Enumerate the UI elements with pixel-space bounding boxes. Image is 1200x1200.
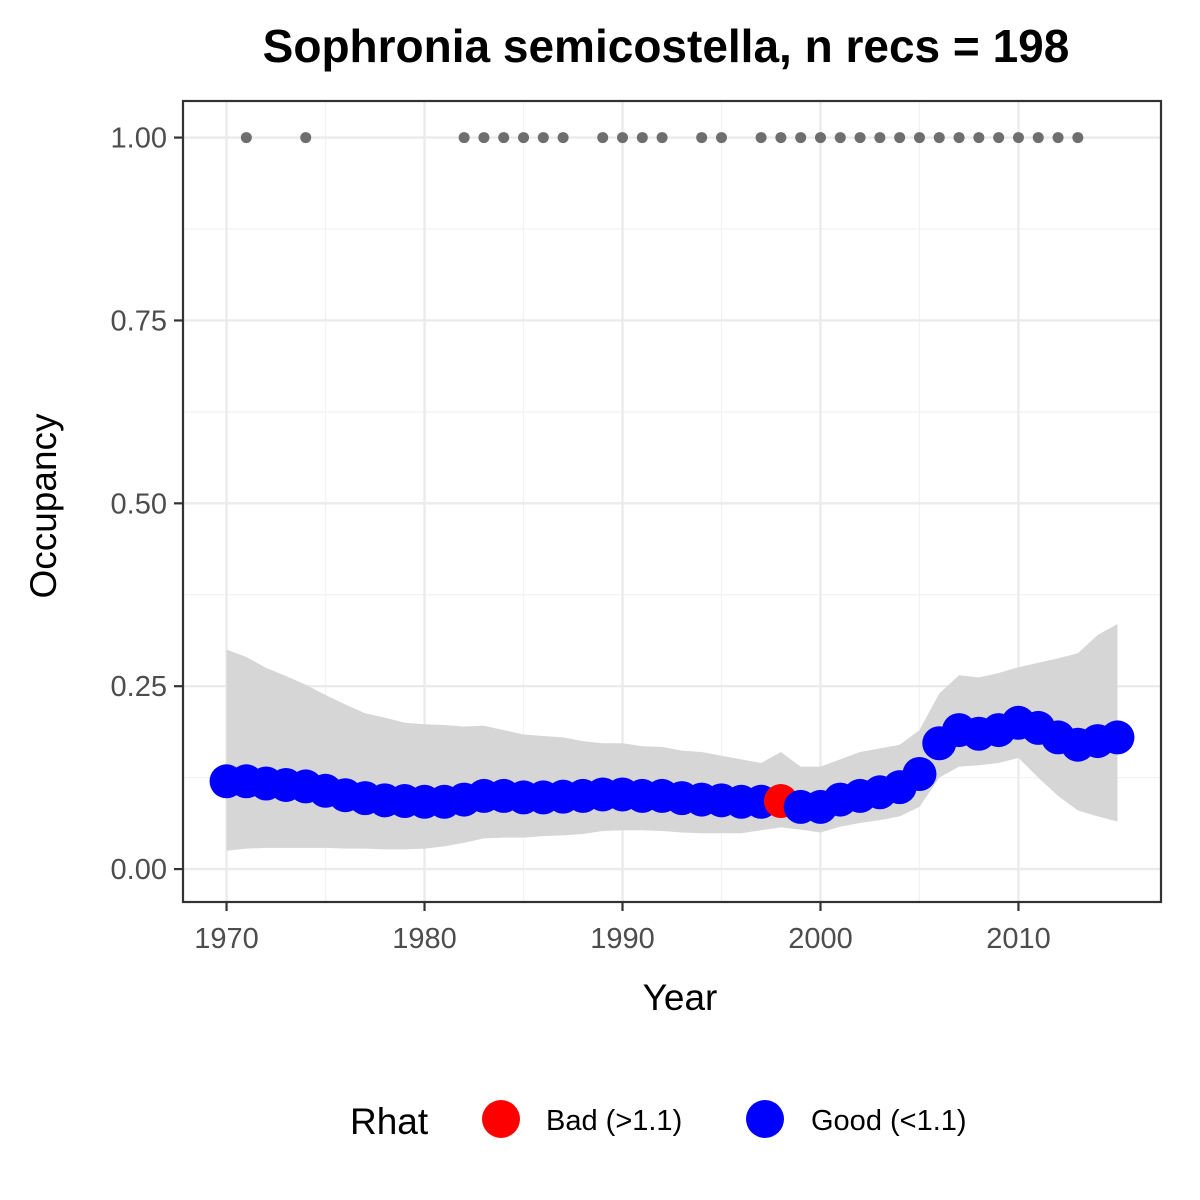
record-point	[894, 132, 906, 144]
legend-key-good	[746, 1100, 784, 1138]
record-point	[1072, 132, 1084, 144]
record-point	[478, 132, 490, 144]
y-axis-title: Occupancy	[23, 413, 64, 599]
x-tick-label: 1990	[590, 923, 655, 955]
record-point	[795, 132, 807, 144]
record-point	[715, 132, 727, 144]
record-point	[597, 132, 609, 144]
record-points	[240, 132, 1084, 144]
legend-title: Rhat	[350, 1101, 429, 1142]
legend-label-good: Good (<1.1)	[811, 1105, 967, 1137]
record-point	[755, 132, 767, 144]
y-tick-label: 0.75	[111, 305, 167, 337]
occupancy-point	[1100, 720, 1135, 755]
record-point	[636, 132, 648, 144]
record-point	[1012, 132, 1024, 144]
record-point	[696, 132, 708, 144]
record-point	[617, 132, 629, 144]
x-tick-label: 2000	[788, 923, 853, 955]
record-point	[834, 132, 846, 144]
record-point	[775, 132, 787, 144]
record-point	[933, 132, 945, 144]
plot-panel-border	[181, 99, 1163, 904]
legend-label-bad: Bad (>1.1)	[546, 1105, 682, 1137]
occupancy-point	[902, 756, 937, 791]
record-point	[557, 132, 569, 144]
record-point	[913, 132, 925, 144]
record-point	[993, 132, 1005, 144]
y-tick-label: 0.50	[111, 488, 167, 520]
y-tick-label: 0.00	[111, 854, 167, 886]
x-tick-label: 1970	[194, 923, 259, 955]
legend-key-bad	[482, 1100, 520, 1138]
y-axis: 0.00 0.25 0.50 0.75 1.00	[111, 123, 183, 886]
record-point	[814, 132, 826, 144]
y-tick-label: 0.25	[111, 671, 167, 703]
minor-gridlines	[183, 101, 1161, 902]
record-point	[518, 132, 530, 144]
legend: Rhat Bad (>1.1) Good (<1.1)	[350, 1100, 967, 1142]
y-tick-label: 1.00	[111, 123, 167, 155]
record-point	[537, 132, 549, 144]
occupancy-estimates	[209, 705, 1135, 824]
x-tick-label: 1980	[392, 923, 457, 955]
record-point	[458, 132, 470, 144]
record-point	[498, 132, 510, 144]
record-point	[973, 132, 985, 144]
x-axis: 1970 1980 1990 2000 2010	[194, 902, 1051, 955]
record-point	[1052, 132, 1064, 144]
record-point	[874, 132, 886, 144]
record-point	[300, 132, 312, 144]
x-tick-label: 2010	[986, 923, 1051, 955]
chart-title: Sophronia semicostella, n recs = 198	[263, 20, 1070, 72]
x-axis-title: Year	[643, 977, 718, 1018]
record-point	[656, 132, 668, 144]
record-point	[240, 132, 252, 144]
record-point	[854, 132, 866, 144]
record-point	[1032, 132, 1044, 144]
record-point	[953, 132, 965, 144]
